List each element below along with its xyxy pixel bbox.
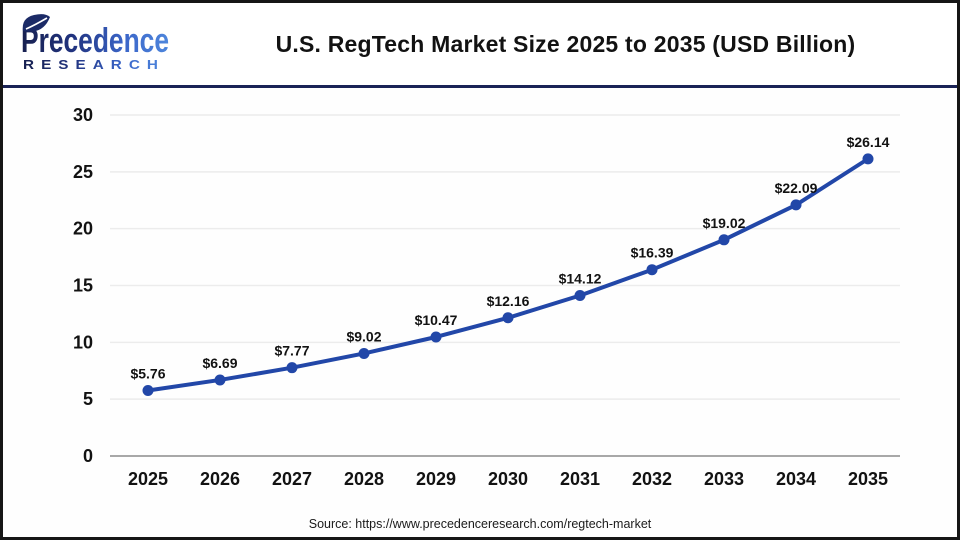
x-tick-label: 2032 bbox=[632, 469, 672, 489]
y-tick-label: 15 bbox=[73, 276, 93, 296]
data-point bbox=[646, 264, 658, 276]
data-label: $14.12 bbox=[559, 271, 602, 287]
x-tick-label: 2033 bbox=[704, 469, 744, 489]
chart-title: U.S. RegTech Market Size 2025 to 2035 (U… bbox=[275, 30, 856, 57]
data-label: $16.39 bbox=[631, 245, 674, 261]
x-tick-label: 2035 bbox=[848, 469, 888, 489]
data-point bbox=[574, 290, 586, 302]
y-tick-label: 5 bbox=[83, 389, 93, 409]
x-tick-label: 2029 bbox=[416, 469, 456, 489]
data-label: $6.69 bbox=[202, 355, 237, 371]
x-tick-label: 2025 bbox=[128, 469, 168, 489]
data-point bbox=[502, 312, 514, 324]
x-tick-label: 2031 bbox=[560, 469, 600, 489]
y-tick-label: 0 bbox=[83, 446, 93, 466]
logo-subbrand-text: RESEARCH bbox=[23, 57, 165, 72]
data-label: $7.77 bbox=[274, 343, 309, 359]
line-chart: 30 25 20 15 10 5 0 2025 2026 2027 2028 2029 2030 2031… bbox=[73, 105, 900, 489]
x-tick-label: 2027 bbox=[272, 469, 312, 489]
data-label: $10.47 bbox=[415, 312, 458, 328]
source-text: Source: https://www.precedenceresearch.c… bbox=[308, 517, 652, 531]
series-line bbox=[146, 156, 870, 393]
y-tick-label: 10 bbox=[73, 332, 93, 352]
data-point bbox=[862, 153, 874, 165]
header: Precedence RESEARCH U.S. RegTech Market … bbox=[3, 3, 957, 88]
data-point bbox=[214, 374, 226, 386]
data-point bbox=[430, 331, 442, 343]
data-label: $22.09 bbox=[775, 180, 818, 196]
logo-graphic: Precedence RESEARCH bbox=[21, 13, 169, 72]
y-tick-label: 20 bbox=[73, 219, 93, 239]
y-tick-label: 25 bbox=[73, 162, 93, 182]
x-tick-label: 2028 bbox=[344, 469, 384, 489]
logo-brand-text: Precedence bbox=[21, 22, 169, 60]
data-point bbox=[142, 385, 154, 397]
data-point bbox=[718, 234, 730, 246]
x-tick-label: 2030 bbox=[488, 469, 528, 489]
x-tick-label: 2026 bbox=[200, 469, 240, 489]
data-label: $26.14 bbox=[847, 134, 890, 150]
data-label: $9.02 bbox=[346, 328, 381, 344]
y-tick-label: 30 bbox=[73, 105, 93, 125]
data-label: $5.76 bbox=[130, 366, 165, 382]
data-point bbox=[358, 347, 370, 359]
data-point bbox=[790, 199, 802, 211]
precedence-research-logo: Precedence RESEARCH bbox=[3, 11, 202, 78]
data-label: $19.02 bbox=[703, 215, 746, 231]
leaf-vein bbox=[25, 16, 48, 30]
data-point bbox=[286, 362, 298, 374]
data-label: $12.16 bbox=[487, 293, 530, 309]
x-tick-label: 2034 bbox=[776, 469, 816, 489]
